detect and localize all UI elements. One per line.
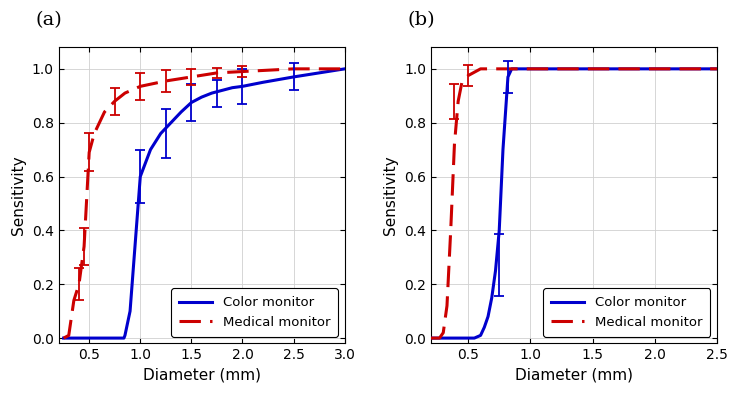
X-axis label: Diameter (mm): Diameter (mm) [515, 368, 633, 383]
Legend: Color monitor, Medical monitor: Color monitor, Medical monitor [171, 288, 338, 337]
Legend: Color monitor, Medical monitor: Color monitor, Medical monitor [543, 288, 710, 337]
X-axis label: Diameter (mm): Diameter (mm) [143, 368, 261, 383]
Y-axis label: Sensitivity: Sensitivity [11, 156, 26, 235]
Y-axis label: Sensitivity: Sensitivity [384, 156, 398, 235]
Text: (b): (b) [408, 11, 435, 30]
Text: (a): (a) [35, 11, 62, 30]
